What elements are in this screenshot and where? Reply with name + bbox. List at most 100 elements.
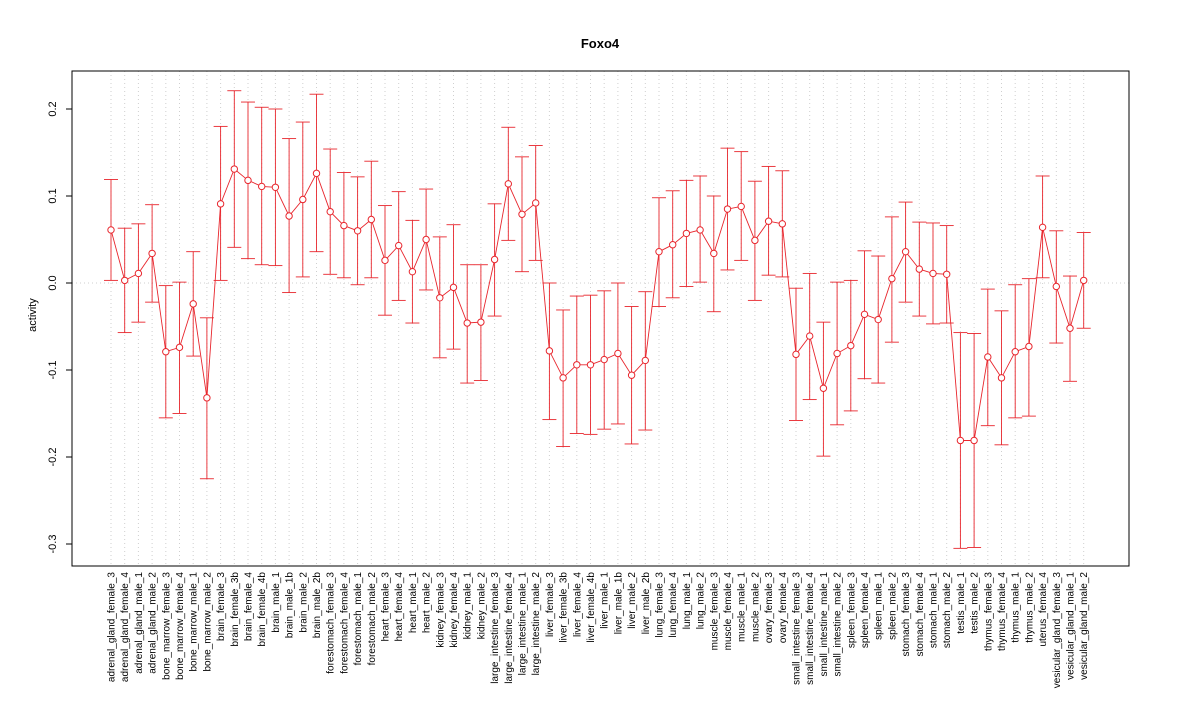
data-point	[874, 315, 882, 324]
x-tick-label: brain_female_4b	[257, 572, 268, 647]
x-tick-label: adrenal_gland_male_1	[134, 572, 145, 674]
x-tick-label: muscle_male_2	[750, 572, 761, 642]
x-tick-label: lung_female_3	[655, 572, 666, 638]
data-point	[682, 229, 691, 238]
x-tick-label: stomach_female_4	[915, 572, 926, 657]
data-point	[943, 270, 951, 278]
x-tick-label: brain_female_3	[216, 572, 227, 641]
data-point	[395, 241, 403, 250]
x-tick-label: small_intestine_female_4	[805, 572, 816, 685]
series-line	[110, 168, 1085, 441]
x-tick-label: large_intestine_female_4	[504, 572, 515, 684]
data-point	[737, 202, 745, 211]
data-point	[463, 319, 471, 327]
x-tick-label: forestomach_male_1	[353, 572, 364, 666]
data-point	[162, 348, 170, 356]
data-point	[230, 165, 239, 173]
data-point	[915, 265, 923, 273]
data-point	[367, 215, 375, 224]
x-tick-label: kidney_female_4	[449, 572, 460, 648]
data-point	[819, 384, 828, 392]
x-tick-label: lung_female_4	[668, 572, 679, 638]
data-point	[1011, 348, 1019, 356]
data-point	[436, 294, 444, 302]
x-tick-label: liver_female_3b	[559, 572, 570, 643]
x-tick-label: thymus_female_3	[983, 572, 994, 651]
data-point	[285, 212, 293, 220]
x-tick-label: vesicular_gland_female_3	[1052, 572, 1063, 689]
x-tick-label: brain_male_2	[298, 572, 309, 633]
x-tick-label: testis_male_2	[970, 572, 981, 634]
x-tick-label: liver_male_1b	[613, 572, 624, 635]
data-point	[134, 269, 143, 278]
data-point	[381, 256, 389, 265]
data-point	[1025, 342, 1033, 351]
x-tick-label: large_intestine_female_3	[490, 572, 501, 684]
data-point	[627, 371, 636, 379]
x-tick-label: forestomach_female_3	[326, 572, 337, 674]
x-tick-label: adrenal_gland_female_4	[120, 572, 131, 683]
data-point	[477, 318, 485, 326]
data-point	[792, 350, 800, 359]
data-point	[121, 276, 129, 285]
y-tick-label: 0.1	[47, 188, 59, 203]
data-point	[751, 236, 759, 245]
x-tick-label: bone_marrow_female_4	[175, 572, 186, 680]
data-point	[175, 343, 184, 352]
x-tick-label: brain_male_1b	[285, 572, 296, 639]
x-tick-label: kidney_male_1	[463, 572, 474, 640]
x-tick-label: brain_female_3b	[230, 572, 241, 647]
x-tick-label: liver_female_4	[572, 572, 583, 637]
x-tick-label: brain_male_1	[271, 572, 282, 633]
data-point	[956, 436, 965, 445]
x-tick-label: spleen_female_3	[846, 572, 857, 649]
x-tick-label: brain_female_4	[244, 572, 255, 641]
data-point	[490, 255, 499, 264]
x-tick-label: bone_marrow_male_2	[202, 572, 213, 672]
chart-title: Foxo4	[581, 36, 620, 51]
data-point	[696, 226, 704, 234]
y-axis-label: activity	[27, 298, 39, 332]
data-point	[271, 183, 280, 192]
data-point	[806, 332, 814, 340]
x-tick-label: adrenal_gland_male_2	[148, 572, 159, 674]
data-point	[545, 347, 554, 355]
x-tick-label: liver_male_2b	[641, 572, 652, 635]
data-point	[669, 241, 677, 249]
x-tick-label: small_intestine_male_2	[833, 572, 844, 677]
data-point	[422, 235, 430, 244]
x-tick-label: spleen_female_4	[860, 572, 871, 649]
data-point	[929, 269, 937, 278]
data-point	[600, 355, 608, 364]
data-point	[340, 221, 348, 230]
x-tick-label: stomach_male_2	[942, 572, 953, 649]
x-tick-label: heart_male_2	[422, 572, 433, 634]
x-tick-label: lung_male_2	[696, 572, 707, 630]
data-point	[641, 356, 649, 365]
x-tick-label: liver_male_2	[627, 572, 638, 629]
data-point	[299, 195, 307, 204]
x-tick-label: liver_female_3	[545, 572, 556, 637]
x-tick-label: vesicular_gland_male_2	[1079, 572, 1090, 680]
data-point	[408, 267, 417, 276]
x-tick-label: small_intestine_male_1	[819, 572, 830, 677]
x-tick-label: adrenal_gland_female_3	[107, 572, 118, 683]
data-point	[888, 274, 896, 283]
x-tick-label: thymus_female_4	[997, 572, 1008, 651]
data-point	[901, 247, 910, 256]
x-tick-label: heart_female_3	[381, 572, 392, 642]
x-tick-label: bone_marrow_female_3	[161, 572, 172, 680]
x-tick-label: thymus_male_1	[1011, 572, 1022, 643]
data-point	[559, 374, 567, 382]
x-tick-label: vesicular_gland_male_1	[1066, 572, 1077, 680]
data-point	[504, 180, 512, 188]
data-point	[244, 176, 252, 185]
data-point	[189, 300, 197, 308]
y-tick-label: -0.3	[47, 535, 59, 554]
data-point	[586, 361, 595, 369]
x-tick-label: muscle_female_3	[709, 572, 720, 651]
data-point	[655, 247, 663, 256]
data-point	[710, 249, 718, 258]
data-point	[860, 310, 869, 319]
